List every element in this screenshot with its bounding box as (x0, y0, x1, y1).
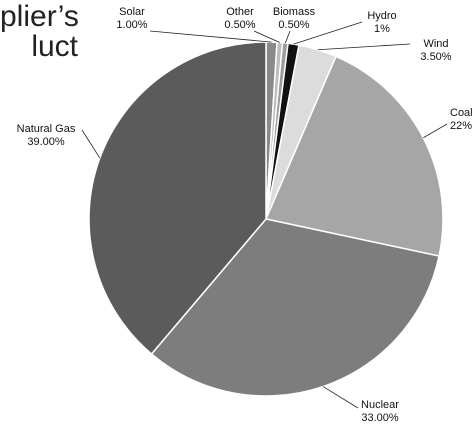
slice-label-value-natural-gas: 39.00% (27, 136, 65, 148)
slice-label-value-other: 0.50% (224, 19, 255, 31)
leader-line-hydro (293, 21, 363, 45)
slice-label-value-nuclear: 33.00% (361, 412, 399, 424)
pie-slices (88, 41, 444, 397)
pie-slice-coal (264, 55, 444, 257)
slice-label-name-nuclear: Nuclear (361, 399, 399, 411)
leader-line-nuclear (322, 386, 359, 409)
pie-slice-nuclear (150, 218, 440, 397)
chart-title-line-1: plier’s (0, 0, 79, 33)
slice-label-value-biomass: 0.50% (278, 19, 309, 31)
leader-line-biomass (284, 30, 291, 44)
leader-line-other (253, 30, 280, 43)
slice-label-name-solar: Solar (119, 6, 145, 18)
leader-line-wind (317, 43, 411, 51)
leader-line-solar (149, 30, 272, 43)
slice-label-value-hydro: 1% (374, 23, 390, 35)
leader-line-coal (423, 123, 448, 139)
chart-title-line-2: luct (31, 30, 78, 63)
pie-slice-natural-gas (88, 41, 267, 356)
slice-label-value-wind: 3.50% (420, 51, 451, 63)
slice-label-value-coal: 22% (450, 120, 472, 132)
slice-label-value-solar: 1.00% (116, 19, 147, 31)
slice-label-name-hydro: Hydro (367, 10, 396, 22)
slice-label-name-wind: Wind (423, 38, 448, 50)
slice-label-name-natural-gas: Natural Gas (17, 123, 76, 135)
slice-label-name-coal: Coal (450, 107, 472, 119)
leader-line-natural-gas (81, 129, 101, 159)
label-leader-lines (81, 21, 448, 409)
slice-label-name-biomass: Biomass (273, 6, 316, 18)
slice-labels: Solar1.00%Other0.50%Biomass0.50%Hydro1%W… (17, 6, 472, 424)
slice-label-name-other: Other (226, 6, 254, 18)
